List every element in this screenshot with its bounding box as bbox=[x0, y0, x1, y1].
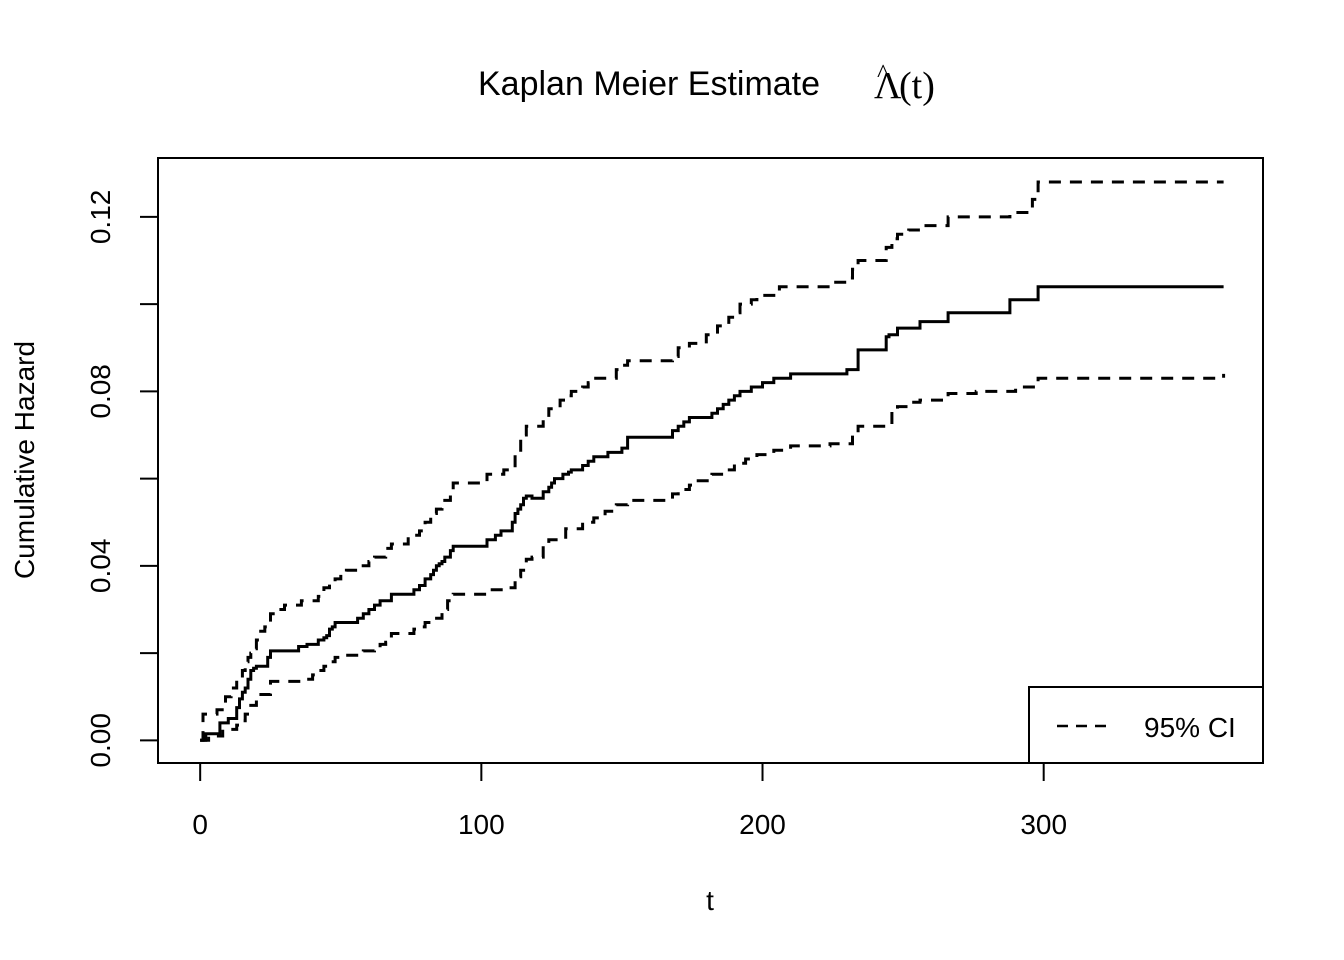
x-tick-label: 0 bbox=[192, 809, 208, 840]
chart-title-lambda: Λ bbox=[874, 65, 902, 107]
chart-title: Kaplan Meier Estimate bbox=[478, 65, 820, 103]
chart-title-hat: ^ bbox=[877, 59, 889, 88]
y-tick-label: 0.04 bbox=[85, 539, 116, 594]
legend: 95% CI bbox=[1028, 686, 1264, 764]
x-axis: 0 100 200 300 bbox=[192, 762, 1067, 840]
x-axis-label: t bbox=[706, 885, 714, 916]
y-axis: 0.00 0.04 0.08 0.12 bbox=[85, 190, 159, 768]
y-tick-label: 0.08 bbox=[85, 364, 116, 419]
x-tick-label: 200 bbox=[739, 809, 786, 840]
chart-title-suffix: (t) bbox=[899, 65, 935, 107]
series-lower-line bbox=[200, 373, 1226, 742]
series-estimate-line bbox=[200, 285, 1224, 742]
y-axis-label: Cumulative Hazard bbox=[9, 341, 40, 579]
y-tick-label: 0.00 bbox=[85, 713, 116, 768]
x-tick-label: 300 bbox=[1020, 809, 1067, 840]
legend-box bbox=[1028, 686, 1264, 764]
chart-title-prefix: Kaplan Meier Estimate bbox=[478, 65, 820, 103]
y-tick-label: 0.12 bbox=[85, 190, 116, 245]
series-upper-line bbox=[200, 180, 1224, 742]
legend-label-ci: 95% CI bbox=[1144, 712, 1236, 743]
series-layer bbox=[200, 180, 1226, 742]
x-tick-label: 100 bbox=[458, 809, 505, 840]
plot-frame bbox=[157, 157, 1264, 764]
